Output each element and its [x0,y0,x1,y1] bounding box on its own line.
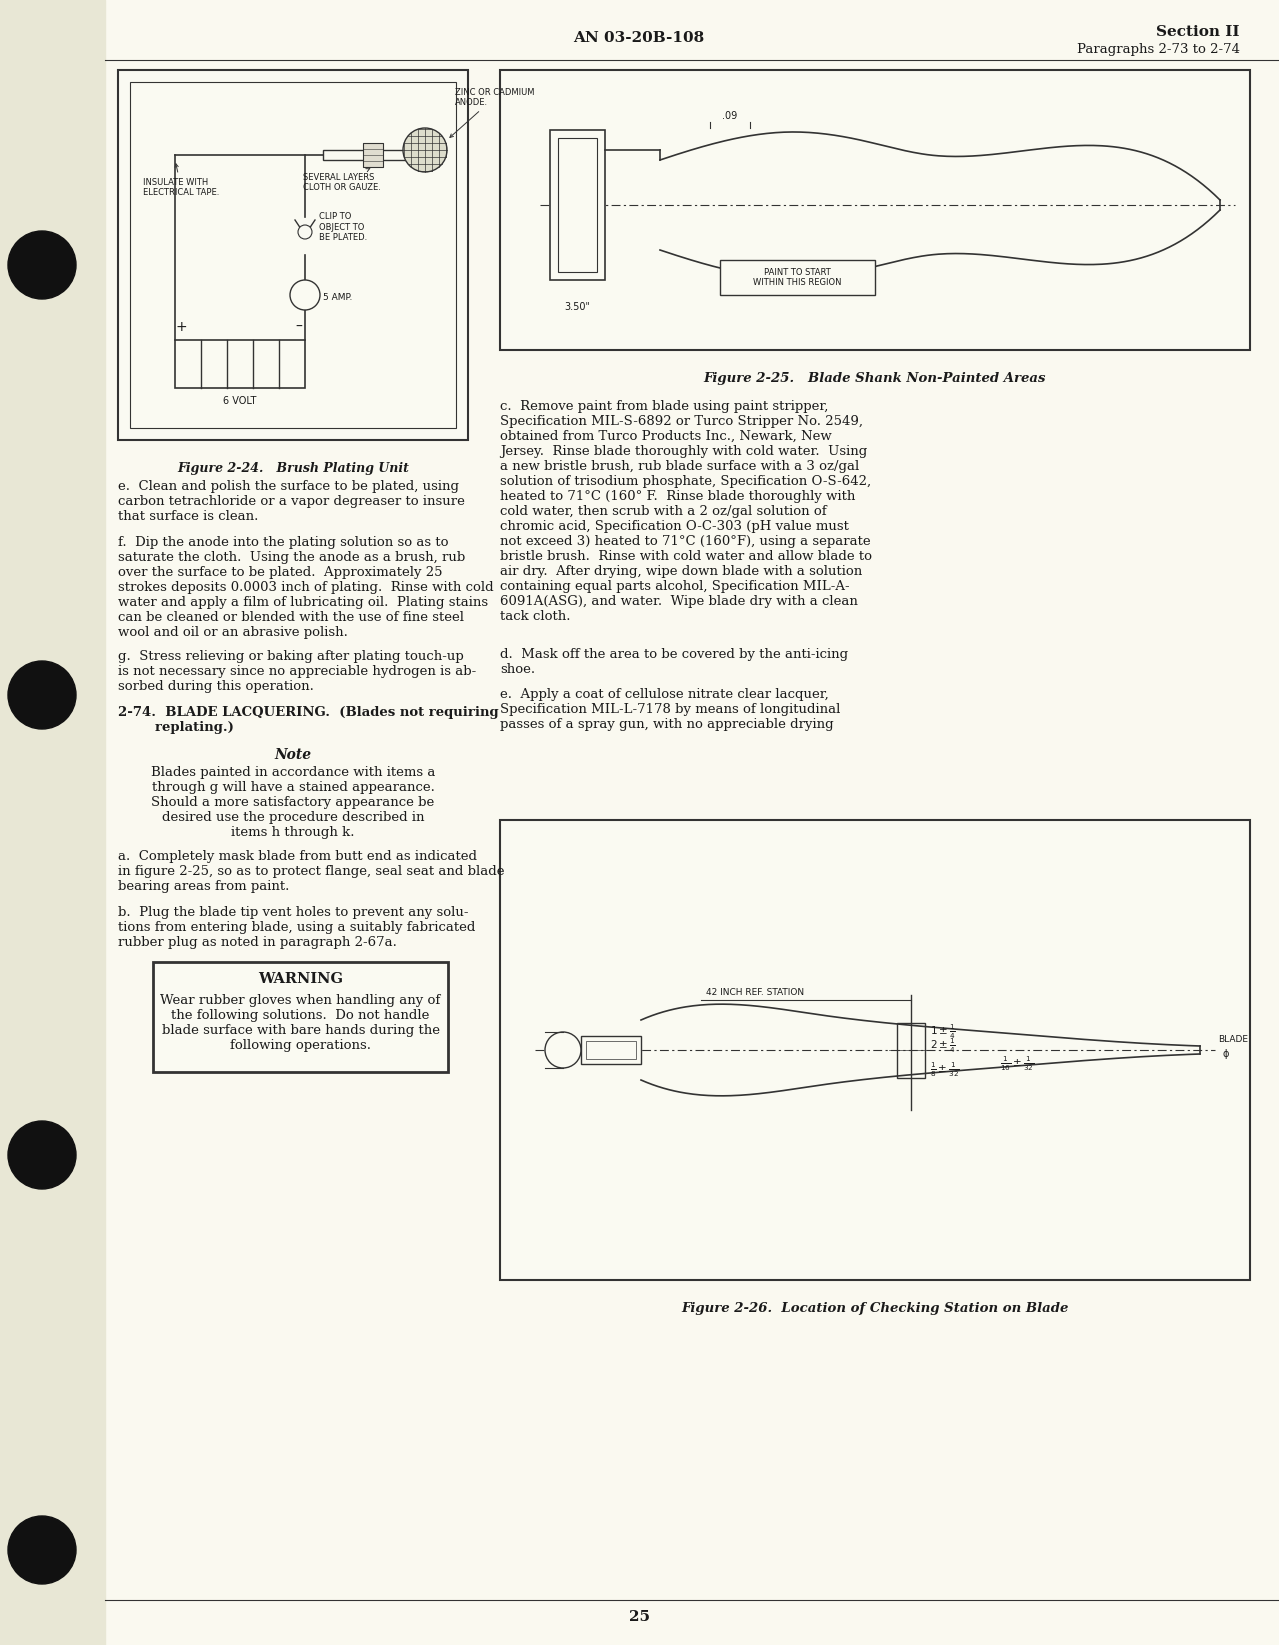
Text: –: – [295,321,302,334]
Circle shape [8,1517,75,1584]
Circle shape [290,280,320,309]
Bar [363,143,382,168]
Text: Section II: Section II [1156,25,1241,39]
Text: WARNING: WARNING [258,972,343,985]
Text: e.  Clean and polish the surface to be plated, using
carbon tetrachloride or a v: e. Clean and polish the surface to be pl… [118,480,464,523]
Text: 5 AMP.: 5 AMP. [324,293,353,301]
Circle shape [8,1120,75,1189]
Text: Note: Note [275,748,312,762]
Bar [130,82,457,428]
Text: BLADE: BLADE [1218,1035,1248,1045]
Text: .09: .09 [723,110,738,122]
Text: Figure 2-24.   Brush Plating Unit: Figure 2-24. Brush Plating Unit [177,462,409,475]
Text: c.  Remove paint from blade using paint stripper,
Specification MIL-S-6892 or Tu: c. Remove paint from blade using paint s… [500,400,872,623]
Bar [897,1023,925,1077]
Text: f.  Dip the anode into the plating solution so as to
saturate the cloth.  Using : f. Dip the anode into the plating soluti… [118,536,494,638]
Text: 2-74.  BLADE LACQUERING.  (Blades not requiring
        replating.): 2-74. BLADE LACQUERING. (Blades not requ… [118,706,499,734]
Text: e.  Apply a coat of cellulose nitrate clear lacquer,
Specification MIL-L-7178 by: e. Apply a coat of cellulose nitrate cle… [500,688,840,730]
Text: Paragraphs 2-73 to 2-74: Paragraphs 2-73 to 2-74 [1077,43,1241,56]
Text: $\mathsf{\phi}$: $\mathsf{\phi}$ [1221,1046,1230,1061]
Bar [586,1041,636,1059]
Text: 3.50": 3.50" [564,303,591,313]
Bar [118,71,468,439]
Bar [500,819,1250,1280]
Circle shape [403,128,446,173]
Text: a.  Completely mask blade from butt end as indicated
in figure 2-25, so as to pr: a. Completely mask blade from butt end a… [118,850,504,893]
Text: +: + [175,321,187,334]
Text: $\frac{1}{8}\pm\frac{1}{32}$: $\frac{1}{8}\pm\frac{1}{32}$ [930,1061,961,1079]
Text: $2\pm\frac{1}{4}$: $2\pm\frac{1}{4}$ [930,1036,955,1054]
Circle shape [298,225,312,239]
Bar [500,71,1250,350]
Text: b.  Plug the blade tip vent holes to prevent any solu-
tions from entering blade: b. Plug the blade tip vent holes to prev… [118,906,476,949]
Bar [175,341,304,388]
Text: AN 03-20B-108: AN 03-20B-108 [573,31,705,44]
Bar [550,130,605,280]
Text: Figure 2-26.  Location of Checking Station on Blade: Figure 2-26. Location of Checking Statio… [682,1301,1069,1314]
Text: $\frac{1}{16}\pm\frac{1}{32}$: $\frac{1}{16}\pm\frac{1}{32}$ [1000,1054,1035,1073]
Text: PAINT TO START
WITHIN THIS REGION: PAINT TO START WITHIN THIS REGION [753,268,842,288]
Text: 6 VOLT: 6 VOLT [224,396,257,406]
Text: d.  Mask off the area to be covered by the anti-icing
shoe.: d. Mask off the area to be covered by th… [500,648,848,676]
Text: $1\pm\frac{1}{4}$: $1\pm\frac{1}{4}$ [930,1023,955,1041]
Circle shape [8,661,75,729]
Bar [581,1036,641,1064]
Bar [153,962,448,1073]
Bar [720,260,875,294]
Text: INSULATE WITH
ELECTRICAL TAPE.: INSULATE WITH ELECTRICAL TAPE. [143,164,220,197]
Text: Wear rubber gloves when handling any of
the following solutions.  Do not handle
: Wear rubber gloves when handling any of … [160,994,441,1053]
Text: CLIP TO
OBJECT TO
BE PLATED.: CLIP TO OBJECT TO BE PLATED. [318,212,367,242]
Circle shape [545,1031,581,1068]
Text: Blades painted in accordance with items a
through g will have a stained appearan: Blades painted in accordance with items … [151,767,435,839]
Text: ZINC OR CADMIUM
ANODE.: ZINC OR CADMIUM ANODE. [450,87,535,138]
Text: SEVERAL LAYERS
CLOTH OR GAUZE.: SEVERAL LAYERS CLOTH OR GAUZE. [303,168,381,192]
Text: g.  Stress relieving or baking after plating touch-up
is not necessary since no : g. Stress relieving or baking after plat… [118,650,476,693]
Bar [0,0,105,1645]
Text: 25: 25 [628,1610,650,1624]
Text: Figure 2-25.   Blade Shank Non-Painted Areas: Figure 2-25. Blade Shank Non-Painted Are… [703,372,1046,385]
Circle shape [8,230,75,299]
Bar [324,150,413,160]
Bar [558,138,597,271]
Text: 42 INCH REF. STATION: 42 INCH REF. STATION [706,989,804,997]
